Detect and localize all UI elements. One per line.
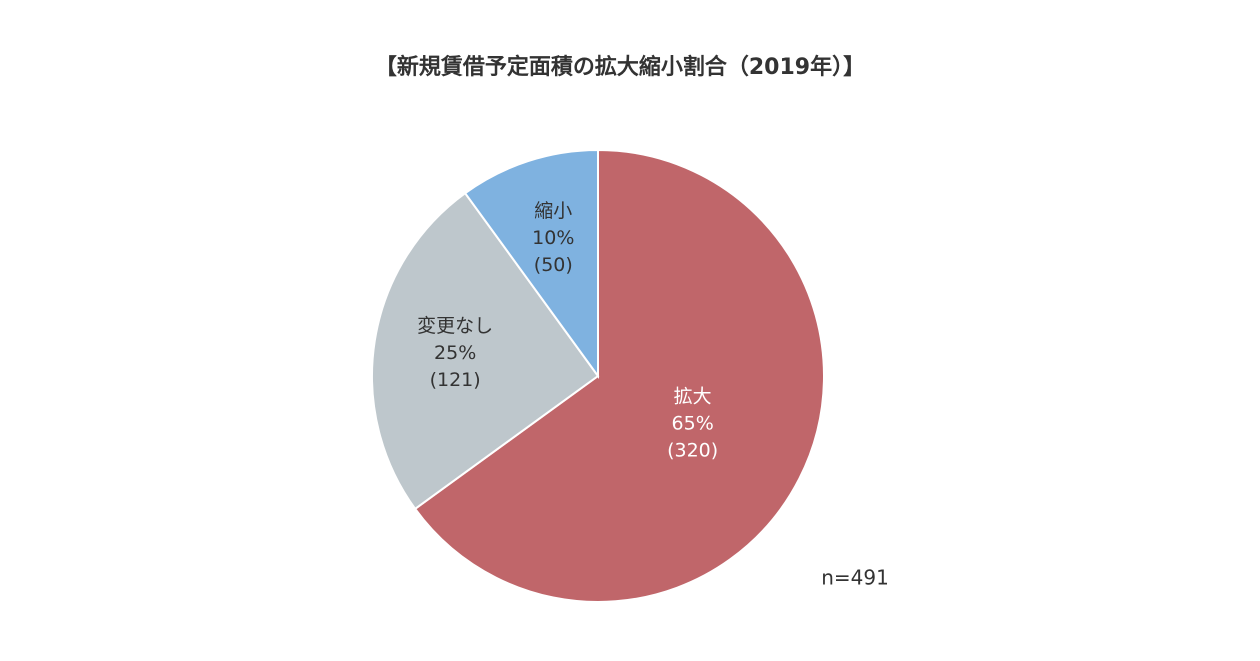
pie-slice (371, 191, 600, 511)
count-label: (320) (667, 440, 718, 462)
value-label: 65% (672, 413, 714, 435)
slice-label: 縮小 (534, 200, 572, 222)
value-label: 10% (532, 227, 574, 249)
chart-title: 【新規賃借予定面積の拡大縮小割合（2019年）】 (375, 54, 865, 80)
count-label: (121) (430, 369, 481, 391)
count-label: (50) (534, 254, 573, 276)
value-label: 25% (434, 342, 476, 364)
pie-slice (463, 148, 599, 380)
note: n=491 (821, 566, 889, 590)
slice-label: 拡大 (674, 386, 712, 408)
pie-slice (413, 148, 825, 603)
slice-label: 変更なし (417, 315, 493, 337)
